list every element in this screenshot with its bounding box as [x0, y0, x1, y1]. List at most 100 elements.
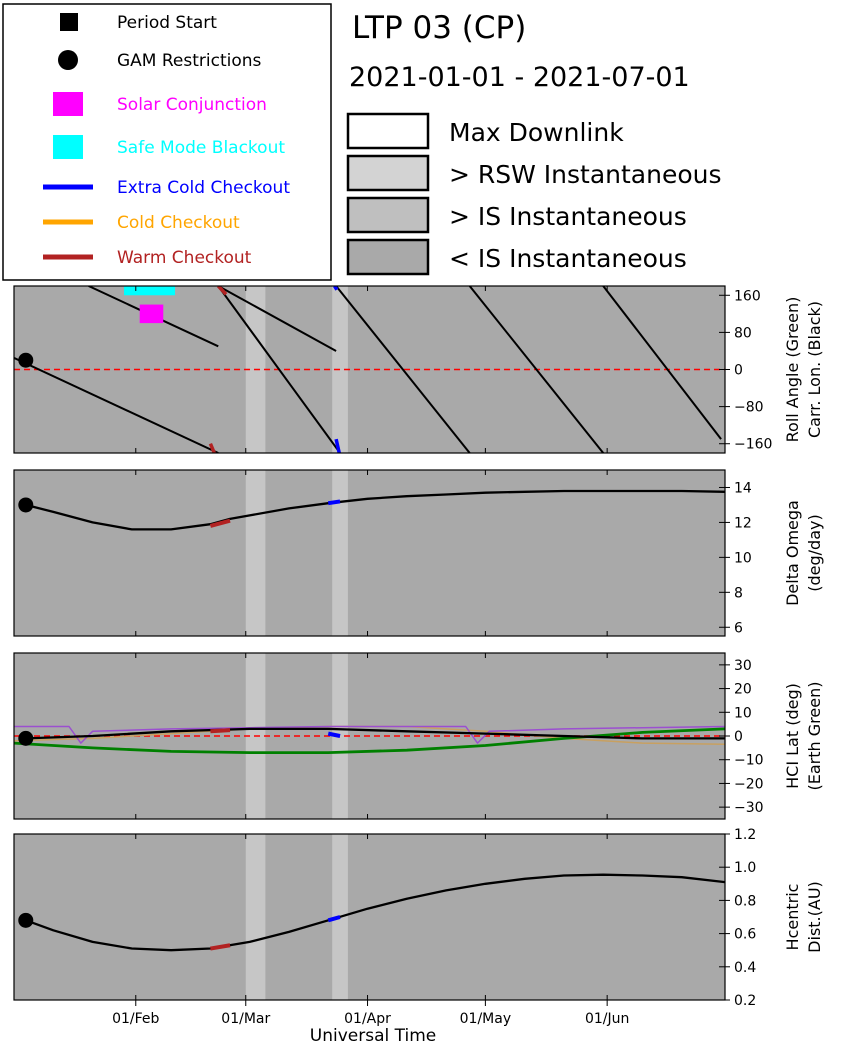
gam-restriction-marker	[18, 730, 34, 746]
panel-roll: 160 80 0 −80 −160 Roll Angle (Green) Carr. Lon…	[13, 285, 824, 454]
extra-cold-checkout-segment	[334, 438, 341, 453]
warm-checkout-segment	[209, 518, 231, 528]
y-tick-label: 12	[734, 515, 752, 531]
y-axis-label: (Earth Green)	[805, 682, 824, 791]
panel-plot-area	[14, 725, 725, 754]
gam-restriction-marker	[18, 352, 34, 368]
data-curve	[24, 727, 725, 740]
y-tick-label: 8	[734, 585, 743, 601]
x-tick-label: 01/Apr	[344, 1011, 391, 1027]
y-axis-label: Dist.(AU)	[805, 881, 824, 953]
legend-right-swatch	[346, 154, 430, 192]
legend-right-item: < IS Instantaneous	[346, 238, 687, 276]
legend-right-label: > IS Instantaneous	[449, 202, 687, 231]
warm-checkout-segment	[216, 286, 228, 296]
gam-restriction-marker	[18, 912, 34, 928]
extra-cold-checkout-segment	[327, 731, 341, 738]
y-axis-label: Hcentric	[783, 884, 802, 951]
x-tick-label: 01/Feb	[112, 1011, 159, 1027]
downlink-band	[245, 470, 266, 636]
legend-right-swatch	[346, 238, 430, 276]
legend-left-label: Safe Mode Blackout	[117, 138, 285, 158]
panel-dist: 1.2 1.0 0.8 0.6 0.4 0.2 Hcentric Dist.(AU)	[13, 827, 824, 1009]
carrington-longitude-line	[602, 286, 722, 440]
y-tick-label: 14	[734, 480, 752, 496]
y-tick-label: −10	[734, 753, 764, 769]
extra-cold-checkout-segment	[333, 286, 339, 291]
data-curve	[24, 873, 725, 952]
y-tick-label: 30	[734, 658, 752, 674]
y-tick-label: 1.0	[734, 860, 756, 876]
y-tick-label: 0.2	[734, 993, 756, 1009]
carrington-longitude-line	[217, 286, 341, 453]
legend-left-label: Period Start	[117, 13, 217, 33]
solar-conjunction-marker	[139, 304, 164, 324]
purple-curve	[14, 725, 725, 744]
legend-left-items: Period Start GAM Restrictions Solar Conjun…	[43, 13, 290, 268]
legend-left-item: Solar Conjunction	[53, 92, 267, 116]
data-curve	[24, 489, 725, 531]
panel-plot-area	[24, 489, 725, 531]
carrington-longitude-line	[14, 356, 219, 453]
legend-left-label: GAM Restrictions	[117, 51, 262, 71]
panel-background	[14, 470, 725, 636]
y-tick-label: −160	[734, 437, 772, 453]
warm-checkout-segment	[210, 943, 231, 951]
y-tick-label: 160	[734, 288, 761, 304]
period-start-marker	[60, 13, 78, 31]
panel-plot-area	[14, 286, 725, 453]
legend-left-item: Safe Mode Blackout	[53, 135, 285, 159]
y-axis-label: Roll Angle (Green)	[783, 297, 802, 443]
y-tick-label: −20	[734, 776, 764, 792]
legend-left-item: GAM Restrictions	[58, 50, 262, 71]
legend-left-item: Cold Checkout	[43, 213, 240, 233]
legend-right-swatch	[346, 112, 430, 150]
safe-mode-blackout-marker	[123, 286, 176, 296]
panel-frame	[13, 469, 726, 637]
legend-left-item: Period Start	[60, 13, 217, 33]
legend-left-label: Extra Cold Checkout	[117, 178, 290, 198]
y-axis-label: HCI Lat (deg)	[783, 683, 802, 789]
y-tick-label: 10	[734, 705, 752, 721]
extra-cold-checkout-segment	[327, 915, 341, 923]
y-axis-label: (deg/day)	[805, 514, 824, 591]
y-tick-label: −30	[734, 800, 764, 816]
legend-left: Period Start GAM Restrictions Solar Conjun…	[2, 3, 332, 281]
carrington-longitude-line	[217, 286, 337, 352]
legend-right-swatch	[346, 196, 430, 234]
x-axis-label: Universal Time	[310, 1026, 436, 1046]
x-tick-label: 01/May	[460, 1011, 511, 1027]
panel-plot-area	[24, 873, 725, 952]
y-tick-label: −80	[734, 400, 764, 416]
legend-left-label: Solar Conjunction	[117, 95, 267, 115]
gam-restriction-marker	[18, 497, 34, 513]
carrington-longitude-line	[335, 286, 471, 453]
legend-left-item: Extra Cold Checkout	[43, 178, 290, 198]
x-tick-label: 01/Jun	[585, 1011, 629, 1027]
y-tick-label: 6	[734, 620, 743, 636]
legend-swatch	[53, 135, 83, 159]
chart-title: LTP 03 (CP)	[352, 10, 526, 46]
panel-hcilat: 30 20 10 0 −10 −20 −30 HCI Lat (deg) (Earth Gree…	[13, 652, 824, 820]
y-tick-label: 0.8	[734, 893, 756, 909]
legend-right-label: < IS Instantaneous	[449, 244, 687, 273]
panel-domega: 14 12 10 8 6 Delta Omega (deg/day)	[13, 469, 824, 637]
x-axis: 01/Feb 01/Mar 01/Apr 01/May 01/Jun	[112, 1000, 629, 1027]
y-tick-label: 0	[734, 363, 743, 379]
downlink-band	[332, 286, 348, 453]
gam-marker	[58, 50, 78, 70]
y-tick-label: 1.2	[734, 827, 756, 843]
legend-right-item: > IS Instantaneous	[346, 196, 687, 234]
legend-left-label: Warm Checkout	[117, 248, 252, 268]
x-tick-label: 01/Mar	[221, 1011, 270, 1027]
carrington-longitude-line	[468, 286, 605, 453]
y-axis-label: Delta Omega	[783, 500, 802, 606]
warm-checkout-segment	[210, 728, 231, 734]
y-tick-label: 0.6	[734, 927, 756, 943]
y-tick-label: 20	[734, 682, 752, 698]
legend-left-label: Cold Checkout	[117, 213, 240, 233]
legend-right: Max Downlink > RSW Instantaneous > IS Inst…	[346, 112, 722, 276]
legend-right-item: Max Downlink	[346, 112, 624, 150]
